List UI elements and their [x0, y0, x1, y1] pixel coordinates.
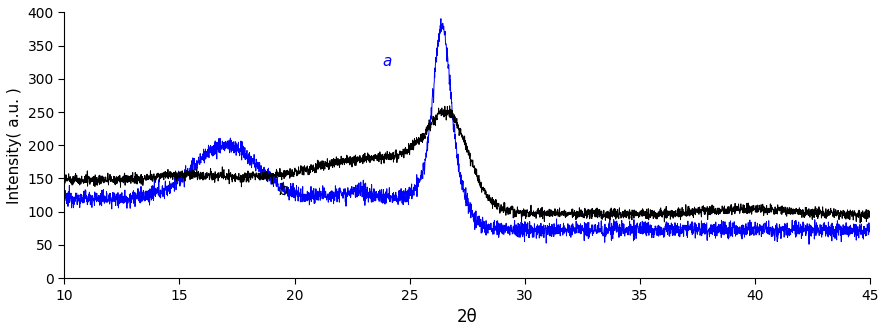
Text: a: a [382, 54, 392, 69]
Text: b: b [278, 183, 288, 198]
X-axis label: 2θ: 2θ [457, 308, 478, 326]
Y-axis label: Intensity( a.u. ): Intensity( a.u. ) [7, 87, 22, 204]
